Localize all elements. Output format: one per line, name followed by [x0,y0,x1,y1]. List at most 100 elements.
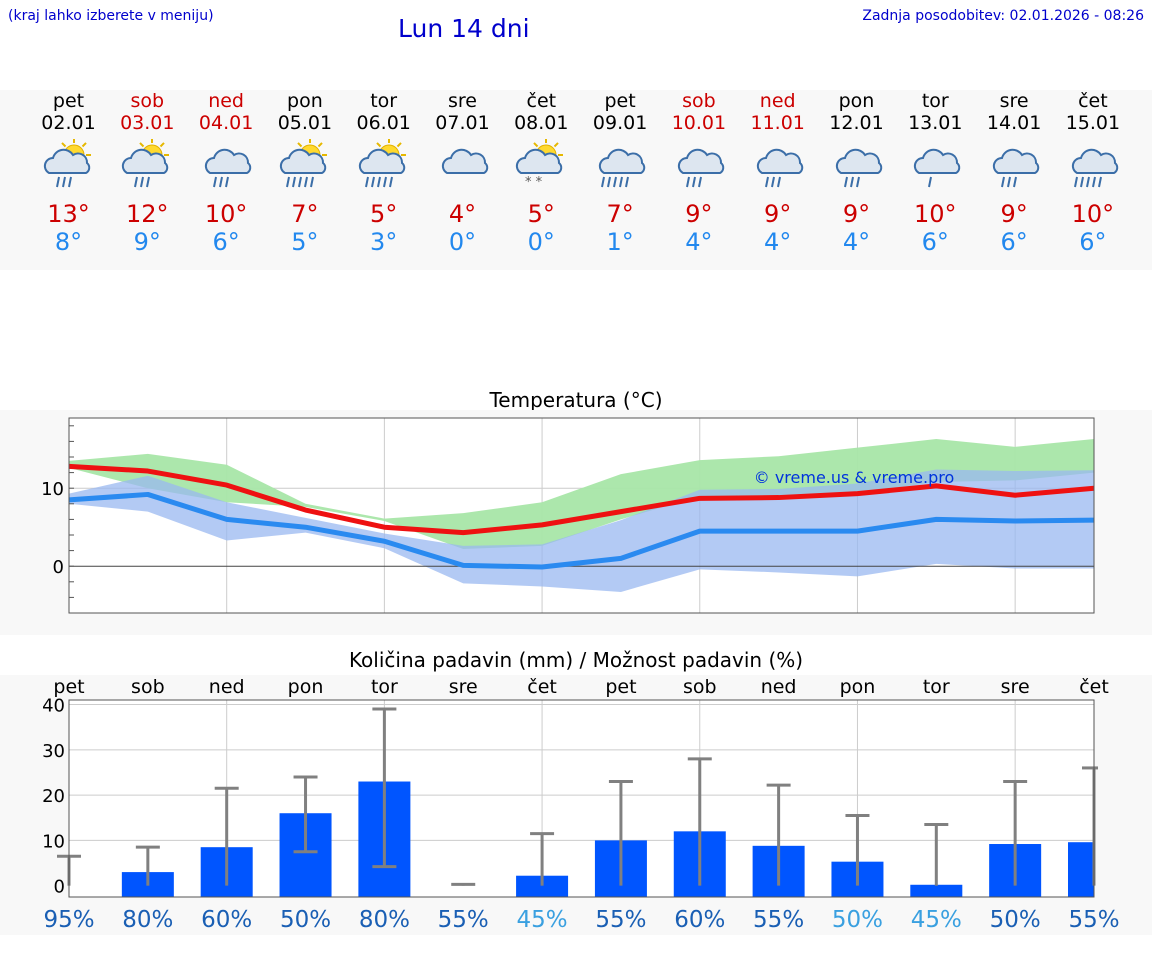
rain-drop [285,176,290,188]
cloud-outline [43,148,90,174]
rain-drop [309,176,314,188]
error-bar [766,783,791,886]
max-temperature-line [68,463,1095,536]
cloud-outline [835,148,882,174]
weather-icon-box [895,134,975,200]
sun-ray [297,142,303,148]
cloud-shape [835,148,882,174]
min-temp: 8° [54,228,83,256]
rain-drop [140,176,145,188]
cloud-rain-icon [992,148,1040,188]
day-column: sob 03.01 12° 9° [107,90,187,256]
max-temp: 12° [126,200,169,228]
probability-label: 50% [990,907,1041,933]
day-column: čet 08.01 * * 5° 0° [501,90,581,256]
rain-drops [364,176,393,188]
rain-drops [134,176,151,188]
day-date: 06.01 [356,112,411,134]
cloud-outline [677,148,725,174]
cloud-shape [516,148,563,174]
max-temp: 9° [764,200,792,228]
weather-icon-box [817,134,897,200]
snowflake: * * [525,175,543,190]
day-label: tor [923,676,950,698]
min-temp: 6° [212,228,240,256]
location-hint-link[interactable]: (kraj lahko izberete v meniju) [8,8,214,24]
error-bar [372,707,397,869]
rain-drop [619,176,624,188]
rain-drop [219,176,224,188]
probability-label: 60% [201,907,252,933]
rain-drop [1079,176,1084,188]
cloud-outline [204,148,252,174]
day-date: 09.01 [592,112,648,134]
max-temp: 9° [685,200,713,228]
partly-sunny-heavy-rain-icon [358,139,406,188]
probability-label: 45% [517,907,568,933]
day-column: ned 11.01 9° 4° [738,90,818,256]
weather-icon-box [580,134,660,200]
cloud-outline [756,148,803,174]
day-column: pon 12.01 9° 4° [817,90,897,256]
sun-ray [160,142,166,148]
rain-drop [601,176,606,188]
rain-drops [285,176,314,188]
cloud-outline [516,148,563,174]
max-temp: 9° [1000,200,1028,228]
min-temp: 4° [764,228,792,256]
weather-icon-box: * * [501,134,581,200]
rain-drop [770,176,775,188]
day-label: sre [1001,676,1030,698]
day-label: tor [371,676,398,698]
day-column: sob 10.01 9° 4° [659,90,739,256]
rain-drop [1073,176,1078,188]
cloud-shape [756,148,803,174]
day-date: 04.01 [198,112,254,134]
cloud-rain-icon [204,148,252,188]
day-name: sob [130,90,165,112]
cloud-outline [598,148,646,174]
max-temp: 10° [204,200,248,228]
last-update-text: Zadnja posodobitev: 02.01.2026 - 08:26 [862,8,1144,24]
rain-drop [388,176,393,188]
day-name: ned [759,90,796,112]
error-bar [924,823,949,886]
cloud-rain-icon [677,148,725,188]
cloud-shape [122,148,169,174]
y-tick-label: 20 [42,786,65,807]
day-name: sre [448,90,477,112]
cloud-icon [441,148,488,174]
day-date: 15.01 [1065,112,1121,134]
day-column: tor 06.01 5° 3° [344,90,424,256]
y-tick-label: 0 [53,557,64,578]
probability-label: 80% [122,907,173,933]
min-temperature-line [68,491,1095,570]
page-title: Lun 14 dni [398,14,530,43]
cloud-outline [1071,148,1119,174]
probability-label: 55% [595,907,646,933]
day-name: ned [208,90,244,112]
cloud-shape [279,148,327,174]
weather-icon-box [659,134,739,200]
day-date: 14.01 [986,112,1042,134]
sun-ray [317,142,323,148]
day-label: pon [288,676,324,698]
probability-label: 55% [438,907,489,933]
min-temp: 4° [842,228,871,256]
rain-drop [364,176,369,188]
rain-drops [601,176,630,188]
day-name: sob [682,90,716,112]
precipitation-chart-title: Količina padavin (mm) / Možnost padavin … [348,648,804,672]
cloud-shape [598,148,646,174]
rain-drop [303,176,308,188]
cloud-rain-icon [835,148,882,188]
rain-drop [376,176,381,188]
error-bar [293,775,318,854]
day-name: pon [287,90,323,112]
weather-icon-box [738,134,818,200]
rain-drop [685,176,690,188]
y-tick-label: 30 [42,741,65,762]
rain-drop [1085,176,1090,188]
temperature-chart: 0 10 © vreme.us & vreme.pro [0,410,1152,635]
day-label: čet [527,676,557,698]
